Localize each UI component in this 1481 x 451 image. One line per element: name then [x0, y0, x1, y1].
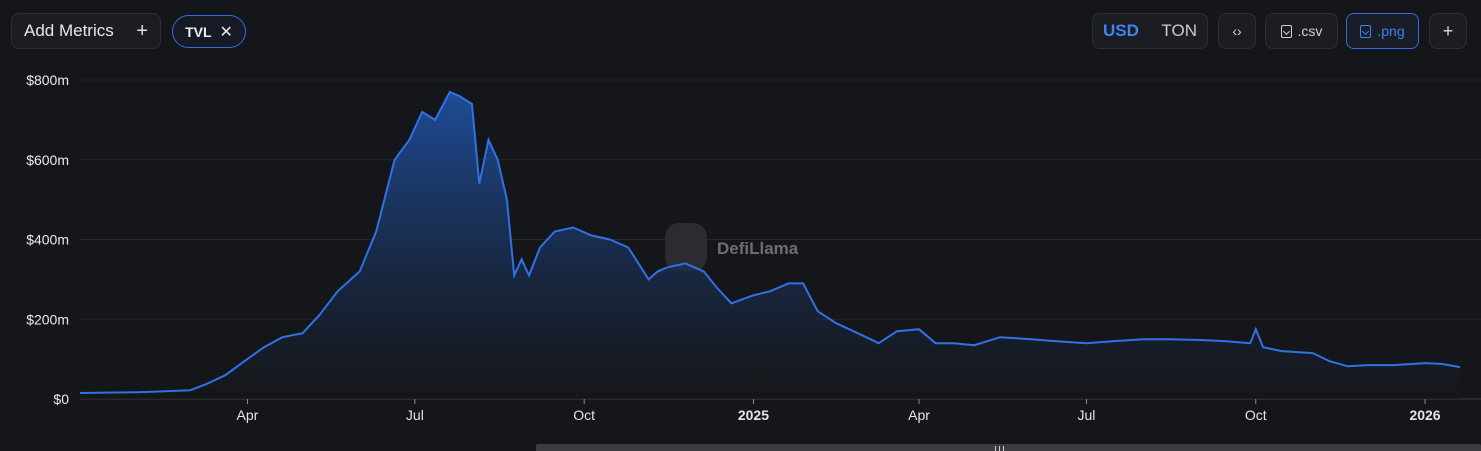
chart-toolbar: Add Metrics + TVL ✕ USD TON ‹› .csv .png… — [11, 13, 1468, 50]
embed-button[interactable]: ‹› — [1218, 13, 1256, 49]
x-tick-label: 2025 — [738, 407, 769, 423]
x-tick-label: Apr — [237, 407, 259, 423]
x-tick-label: 2026 — [1409, 407, 1440, 423]
download-png-button[interactable]: .png — [1346, 13, 1419, 49]
currency-option-ton[interactable]: TON — [1161, 21, 1197, 40]
x-tick-label: Oct — [573, 407, 595, 423]
file-download-icon — [1280, 24, 1292, 38]
x-tick-label: Jul — [1078, 407, 1096, 423]
currency-toggle: USD TON — [1092, 13, 1208, 49]
y-tick-label: $600m — [26, 152, 69, 168]
defillama-logo-icon — [665, 223, 707, 271]
plus-icon: + — [1442, 20, 1454, 41]
x-tick-label: Apr — [908, 407, 930, 423]
more-options-button[interactable]: + — [1429, 13, 1467, 49]
metric-chip-tvl[interactable]: TVL ✕ — [172, 15, 246, 48]
tvl-series-line[interactable] — [79, 90, 1461, 394]
png-label: .png — [1377, 23, 1405, 39]
close-icon[interactable]: ✕ — [219, 23, 233, 41]
add-metrics-label: Add Metrics — [24, 21, 114, 40]
x-tick-label: Oct — [1245, 407, 1267, 423]
scrollbar-grip-icon[interactable] — [995, 446, 1004, 451]
y-tick-label: $800m — [26, 72, 69, 88]
y-tick-label: $0 — [53, 391, 69, 407]
y-tick-label: $200m — [26, 311, 69, 327]
x-tick-label: Jul — [406, 407, 424, 423]
y-axis: $0 $200m $400m $600m $800m — [26, 72, 69, 407]
watermark: DefiLlama — [665, 223, 799, 271]
x-axis: Apr Jul Oct 2025 Apr Jul Oct 2026 — [237, 399, 1441, 423]
csv-label: .csv — [1297, 23, 1323, 39]
plus-icon: + — [136, 19, 148, 42]
tvl-area — [80, 92, 1460, 399]
file-download-icon — [1360, 24, 1372, 38]
download-csv-button[interactable]: .csv — [1265, 13, 1338, 49]
add-metrics-button[interactable]: Add Metrics + — [11, 13, 161, 49]
zoom-scrollbar[interactable] — [536, 444, 1481, 451]
currency-option-usd[interactable]: USD — [1103, 21, 1139, 40]
watermark-text: DefiLlama — [717, 239, 799, 258]
code-brackets-icon: ‹› — [1232, 23, 1242, 39]
y-tick-label: $400m — [26, 232, 69, 248]
metric-chip-label: TVL — [185, 23, 212, 40]
